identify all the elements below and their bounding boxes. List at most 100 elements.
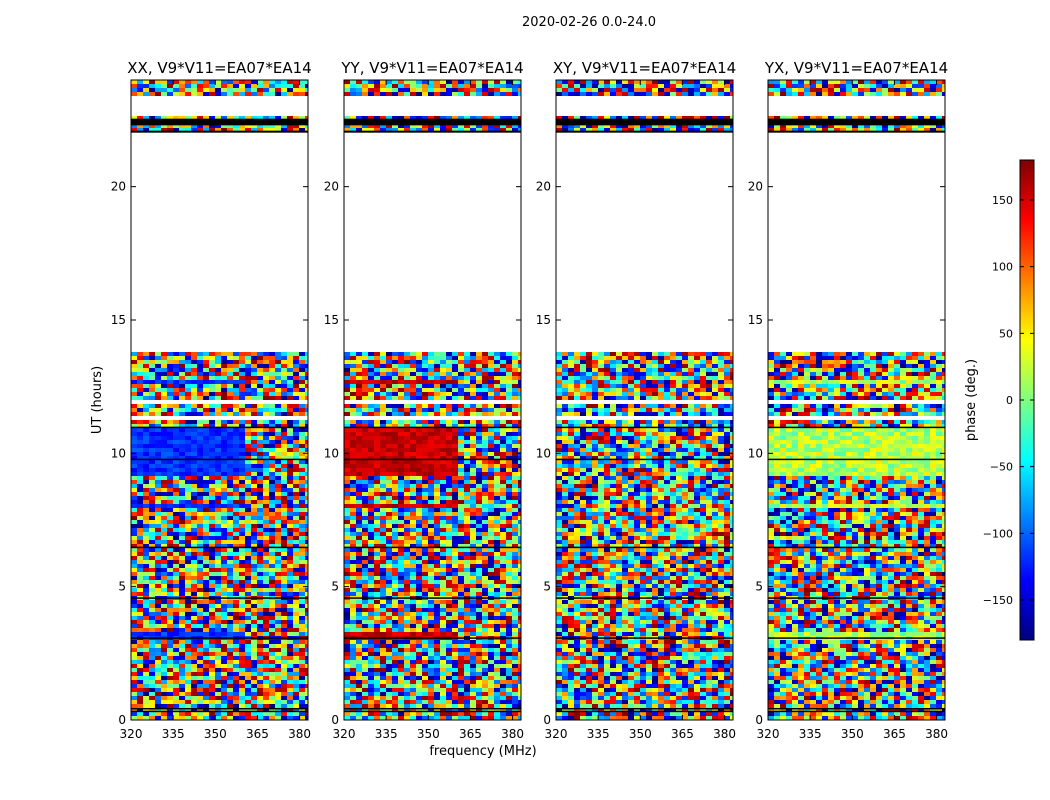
heatmap-cell: [482, 84, 488, 88]
heatmap-cell: [452, 560, 458, 564]
heatmap-cell: [131, 584, 137, 588]
heatmap-cell: [191, 700, 197, 704]
heatmap-cell: [245, 532, 251, 536]
heatmap-cell: [281, 592, 287, 596]
heatmap-cell: [500, 556, 506, 560]
heatmap-cell: [470, 428, 476, 432]
heatmap-cell: [221, 552, 227, 556]
heatmap-cell: [374, 88, 380, 92]
heatmap-cell: [233, 684, 239, 688]
heatmap-cell: [233, 584, 239, 588]
heatmap-cell: [305, 356, 308, 360]
heatmap-cell: [476, 444, 482, 448]
heatmap-cell: [131, 708, 137, 712]
heatmap-cell: [131, 444, 137, 448]
heatmap-cell: [137, 692, 143, 696]
heatmap-cell: [374, 580, 380, 584]
heatmap-cell: [143, 92, 149, 96]
heatmap-cell: [191, 424, 197, 428]
heatmap-cell: [305, 512, 308, 516]
heatmap-cell: [137, 652, 143, 656]
heatmap-cell: [185, 572, 191, 576]
heatmap-cell: [392, 392, 398, 396]
heatmap-cell: [233, 620, 239, 624]
heatmap-cell: [269, 708, 275, 712]
heatmap-cell: [221, 360, 227, 364]
heatmap-cell: [161, 392, 167, 396]
heatmap-cell: [161, 552, 167, 556]
heatmap-cell: [416, 564, 422, 568]
heatmap-cell: [518, 360, 521, 364]
heatmap-cell: [257, 592, 263, 596]
heatmap-cell: [287, 476, 293, 480]
heatmap-cell: [155, 592, 161, 596]
heatmap-cell: [374, 480, 380, 484]
heatmap-cell: [215, 492, 221, 496]
heatmap-cell: [251, 88, 257, 92]
heatmap-cell: [518, 84, 521, 88]
heatmap-cell: [257, 364, 263, 368]
heatmap-cell: [263, 600, 269, 604]
heatmap-cell: [149, 360, 155, 364]
heatmap-cell: [239, 80, 245, 84]
heatmap-cell: [269, 516, 275, 520]
heatmap-cell: [287, 688, 293, 692]
heatmap-cell: [131, 576, 137, 580]
heatmap-cell: [185, 584, 191, 588]
heatmap-cell: [446, 420, 452, 424]
heatmap-cell: [155, 676, 161, 680]
heatmap-cell: [374, 128, 380, 132]
heatmap-cell: [179, 536, 185, 540]
heatmap-cell: [344, 572, 350, 576]
heatmap-cell: [203, 648, 209, 652]
heatmap-cell: [269, 364, 275, 368]
heatmap-cell: [305, 644, 308, 648]
heatmap-cell: [197, 368, 203, 372]
heatmap-cell: [305, 516, 308, 520]
heatmap-cell: [131, 124, 137, 128]
heatmap-cell: [299, 412, 305, 416]
heatmap-cell: [488, 456, 494, 460]
heatmap-cell: [209, 616, 215, 620]
heatmap-cell: [149, 392, 155, 396]
heatmap-cell: [488, 424, 494, 428]
heatmap-cell: [269, 452, 275, 456]
heatmap-cell: [281, 404, 287, 408]
heatmap-cell: [452, 352, 458, 356]
heatmap-cell: [299, 672, 305, 676]
heatmap-cell: [350, 524, 356, 528]
heatmap-cell: [203, 672, 209, 676]
heatmap-cell: [416, 488, 422, 492]
heatmap-cell: [299, 572, 305, 576]
heatmap-cell: [173, 712, 179, 716]
heatmap-cell: [239, 648, 245, 652]
heatmap-cell: [470, 116, 476, 120]
heatmap-cell: [269, 528, 275, 532]
heatmap-cell: [191, 520, 197, 524]
heatmap-cell: [356, 368, 362, 372]
heatmap-cell: [464, 552, 470, 556]
heatmap-cell: [197, 628, 203, 632]
heatmap-cell: [179, 600, 185, 604]
heatmap-cell: [251, 524, 257, 528]
heatmap-cell: [179, 656, 185, 660]
heatmap-cell: [488, 88, 494, 92]
heatmap-cell: [386, 592, 392, 596]
panel-frame: [130, 79, 309, 721]
heatmap-cell: [410, 372, 416, 376]
heatmap-cell: [275, 452, 281, 456]
heatmap-cell: [380, 396, 386, 400]
heatmap-cell: [185, 500, 191, 504]
heatmap-cell: [155, 448, 161, 452]
heatmap-cell: [356, 592, 362, 596]
heatmap-cell: [488, 572, 494, 576]
heatmap-cell: [155, 652, 161, 656]
heatmap-cell: [512, 432, 518, 436]
heatmap-cell: [281, 524, 287, 528]
heatmap-cell: [179, 680, 185, 684]
heatmap-cell: [251, 376, 257, 380]
heatmap-cell: [263, 484, 269, 488]
heatmap-cell: [167, 588, 173, 592]
heatmap-cell: [221, 652, 227, 656]
heatmap-cell: [344, 368, 350, 372]
